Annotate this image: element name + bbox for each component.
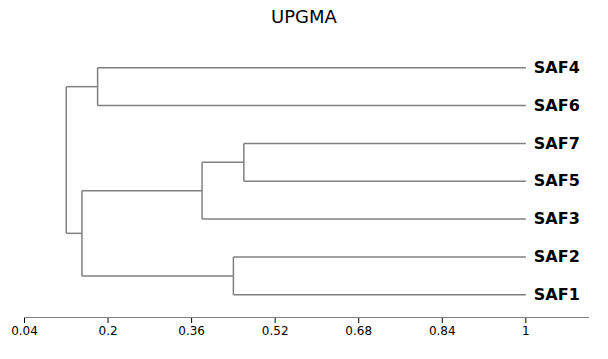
- svg-text:0.04: 0.04: [11, 324, 38, 338]
- svg-text:SAF5: SAF5: [534, 171, 580, 190]
- svg-text:0.2: 0.2: [99, 324, 118, 338]
- svg-text:1: 1: [522, 324, 530, 338]
- svg-text:SAF2: SAF2: [534, 247, 580, 266]
- svg-text:SAF6: SAF6: [534, 96, 580, 115]
- svg-text:SAF3: SAF3: [534, 209, 580, 228]
- svg-text:0.68: 0.68: [345, 324, 372, 338]
- svg-text:0.52: 0.52: [262, 324, 289, 338]
- svg-text:SAF7: SAF7: [534, 134, 580, 153]
- svg-text:SAF1: SAF1: [534, 285, 580, 304]
- html-text:UPGMA: UPGMA: [271, 6, 337, 27]
- svg-text:0.36: 0.36: [178, 324, 205, 338]
- svg-text:0.84: 0.84: [429, 324, 456, 338]
- svg-text:SAF4: SAF4: [534, 58, 580, 77]
